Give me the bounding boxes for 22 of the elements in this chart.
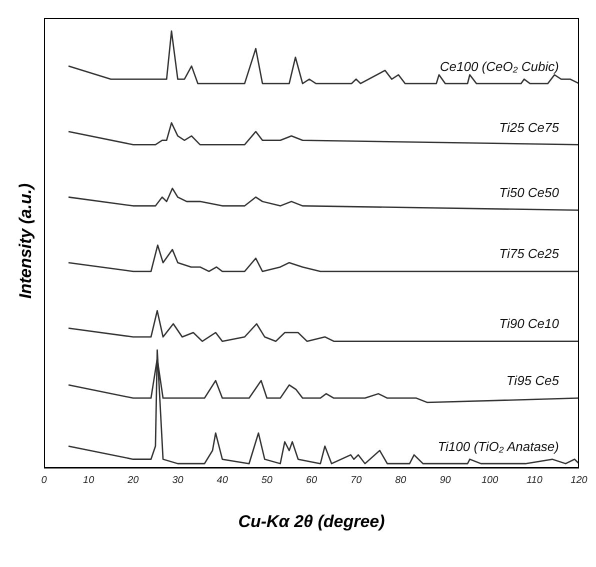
series-label: Ti100 (TiO₂ Anatase) bbox=[438, 438, 559, 454]
x-tick-label: 80 bbox=[395, 475, 407, 486]
x-tick-label: 70 bbox=[350, 475, 362, 486]
series-label: Ti90 Ce10 bbox=[499, 316, 559, 332]
series-label: Ce100 (CeO₂ Cubic) bbox=[440, 58, 559, 74]
x-axis-title: Cu-Kα 2θ (degree) bbox=[237, 512, 386, 532]
series-label: Ti95 Ce5 bbox=[506, 373, 559, 388]
x-tick-label: 20 bbox=[126, 475, 140, 486]
x-tick-label: 50 bbox=[261, 475, 273, 486]
x-tick-label: 0 bbox=[41, 475, 48, 486]
x-tick-label: 40 bbox=[216, 475, 228, 486]
x-tick-label: 90 bbox=[440, 475, 452, 486]
y-axis-title: Intensity (a.u.) bbox=[16, 182, 36, 301]
x-tick-label: 100 bbox=[481, 475, 499, 486]
x-tick-label: 120 bbox=[570, 475, 588, 486]
x-tick-label: 10 bbox=[83, 475, 95, 486]
series-label: Ti50 Ce50 bbox=[499, 185, 559, 200]
series-label: Ti25 Ce75 bbox=[499, 120, 559, 135]
series-label: Ti75 Ce25 bbox=[499, 246, 559, 262]
x-tick-label: 30 bbox=[172, 475, 184, 486]
x-tick-label: 110 bbox=[526, 475, 543, 486]
x-tick-label: 60 bbox=[306, 475, 318, 486]
